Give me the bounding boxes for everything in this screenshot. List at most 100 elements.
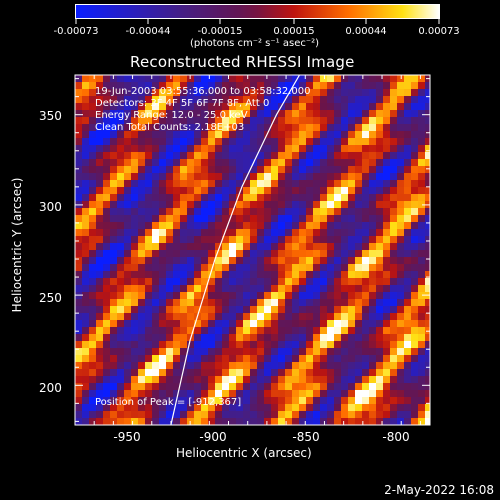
heatmap-cell — [432, 229, 440, 237]
heatmap-cell — [285, 285, 293, 293]
heatmap-cell — [313, 271, 321, 279]
heatmap-cell — [236, 180, 244, 188]
heatmap-cell — [194, 369, 202, 377]
heatmap-cell — [341, 348, 349, 356]
heatmap-cell — [103, 250, 111, 258]
heatmap-cell — [362, 145, 370, 153]
heatmap-cell — [152, 397, 160, 405]
heatmap-cell — [152, 243, 160, 251]
heatmap-cell — [138, 292, 146, 300]
heatmap-cell — [411, 285, 419, 293]
heatmap-cell — [341, 96, 349, 104]
heatmap-cell — [411, 278, 419, 286]
heatmap-cell — [250, 369, 258, 377]
heatmap-cell — [222, 306, 230, 314]
heatmap-cell — [131, 194, 139, 202]
heatmap-cell — [362, 264, 370, 272]
heatmap-cell — [376, 320, 384, 328]
heatmap-cell — [299, 418, 307, 425]
heatmap-cell — [152, 89, 160, 97]
y-tick-label: 350 — [39, 109, 62, 123]
heatmap-cell — [411, 110, 419, 118]
heatmap-cell — [271, 425, 279, 433]
heatmap-cell — [320, 250, 328, 258]
heatmap-cell — [82, 376, 90, 384]
heatmap-cell — [250, 180, 258, 188]
heatmap-cell — [418, 390, 426, 398]
heatmap-cell — [222, 341, 230, 349]
heatmap-cell — [208, 222, 216, 230]
heatmap-cell — [131, 145, 139, 153]
heatmap-cell — [341, 82, 349, 90]
heatmap-cell — [124, 208, 132, 216]
heatmap-cell — [397, 257, 405, 265]
heatmap-cell — [152, 299, 160, 307]
heatmap-cell — [173, 404, 181, 412]
heatmap-cell — [306, 299, 314, 307]
heatmap-cell — [369, 383, 377, 391]
heatmap-cell — [257, 327, 265, 335]
heatmap-cell — [264, 313, 272, 321]
heatmap-cell — [250, 390, 258, 398]
heatmap-cell — [194, 264, 202, 272]
heatmap-cell — [292, 215, 300, 223]
heatmap-cell — [418, 215, 426, 223]
heatmap-cell — [222, 271, 230, 279]
heatmap-cell — [194, 306, 202, 314]
heatmap-cell — [355, 299, 363, 307]
heatmap-cell — [152, 369, 160, 377]
heatmap-cell — [103, 348, 111, 356]
heatmap-cell — [425, 194, 430, 202]
heatmap-cell — [334, 243, 342, 251]
heatmap-cell — [362, 250, 370, 258]
heatmap-cell — [250, 383, 258, 391]
heatmap-cell — [124, 418, 132, 425]
heatmap-cell — [180, 404, 188, 412]
heatmap-cell — [166, 404, 174, 412]
heatmap-cell — [96, 369, 104, 377]
heatmap-cell — [159, 362, 167, 370]
heatmap-cell — [341, 243, 349, 251]
heatmap-cell — [187, 271, 195, 279]
heatmap-cell — [222, 404, 230, 412]
heatmap-cell — [418, 362, 426, 370]
heatmap-cell — [341, 418, 349, 425]
heatmap-cell — [418, 96, 426, 104]
heatmap-cell — [306, 278, 314, 286]
heatmap-cell — [278, 124, 286, 132]
heatmap-cell — [411, 320, 419, 328]
heatmap-cell — [334, 306, 342, 314]
heatmap-cell — [411, 306, 419, 314]
heatmap-cell — [194, 82, 202, 90]
heatmap-cell — [103, 201, 111, 209]
heatmap-cell — [418, 201, 426, 209]
heatmap-cell — [229, 124, 237, 132]
heatmap-cell — [320, 383, 328, 391]
heatmap-cell — [432, 278, 440, 286]
heatmap-cell — [271, 285, 279, 293]
heatmap-cell — [418, 124, 426, 132]
heatmap-cell — [348, 341, 356, 349]
heatmap-cell — [180, 173, 188, 181]
heatmap-cell — [131, 313, 139, 321]
heatmap-cell — [117, 369, 125, 377]
heatmap-cell — [299, 131, 307, 139]
heatmap-cell — [390, 166, 398, 174]
heatmap-cell — [89, 390, 97, 398]
heatmap-cell — [124, 397, 132, 405]
heatmap-cell — [306, 369, 314, 377]
heatmap-cell — [369, 89, 377, 97]
heatmap-cell — [271, 96, 279, 104]
heatmap-cell — [376, 383, 384, 391]
y-axis-label: Heliocentric Y (arcsec) — [10, 177, 24, 313]
heatmap-cell — [278, 313, 286, 321]
heatmap-cell — [264, 82, 272, 90]
heatmap-cell — [369, 173, 377, 181]
heatmap-cell — [271, 376, 279, 384]
heatmap-cell — [89, 110, 97, 118]
heatmap-cell — [264, 173, 272, 181]
heatmap-cell — [425, 96, 430, 104]
heatmap-cell — [369, 425, 377, 433]
heatmap-cell — [222, 117, 230, 125]
heatmap-cell — [208, 257, 216, 265]
